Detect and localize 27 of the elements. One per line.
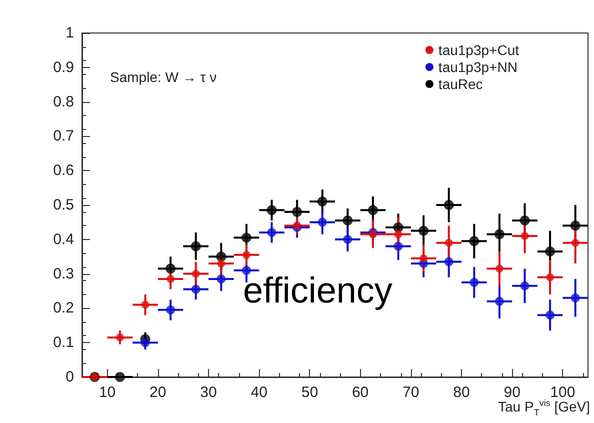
y-tick-label: 0.4 bbox=[53, 230, 74, 248]
x-tick-label: 70 bbox=[402, 384, 420, 401]
y-tick-label: 0.7 bbox=[53, 128, 74, 145]
x-tick-label: 50 bbox=[301, 384, 318, 401]
x-tick-label: 30 bbox=[200, 384, 217, 401]
x-tick-label: 10 bbox=[98, 384, 116, 401]
y-tick-label: 0.9 bbox=[53, 58, 74, 76]
y-tick-label: 0 bbox=[66, 368, 74, 386]
y-tick-label: 0.5 bbox=[53, 196, 74, 214]
y-tick-label: 0.6 bbox=[53, 162, 74, 180]
legend-label: tau1p3p+NN bbox=[438, 59, 518, 75]
x-tick-label: 100 bbox=[550, 384, 576, 401]
legend-label: tauRec bbox=[438, 76, 483, 92]
x-tick-label: 20 bbox=[150, 384, 166, 401]
y-tick-label: 1 bbox=[66, 24, 74, 42]
annotation: Sample: W → τ ν bbox=[110, 69, 217, 85]
legend-label: tau1p3p+Cut bbox=[438, 42, 520, 58]
y-tick-label: 0.3 bbox=[53, 265, 74, 282]
x-tick-label: 60 bbox=[352, 384, 369, 401]
x-tick-label: 80 bbox=[453, 384, 470, 401]
x-axis-title: Tau P$_{T}$$^{vis}$ [GeV] bbox=[498, 398, 590, 418]
y-tick-label: 0.8 bbox=[53, 93, 74, 110]
y-tick-label: 0.2 bbox=[53, 300, 74, 317]
x-tick-label: 40 bbox=[250, 384, 268, 401]
y-tick-label: 0.1 bbox=[53, 334, 74, 352]
x-tick-label: 90 bbox=[504, 384, 520, 401]
annotation: efficiency bbox=[243, 270, 392, 310]
